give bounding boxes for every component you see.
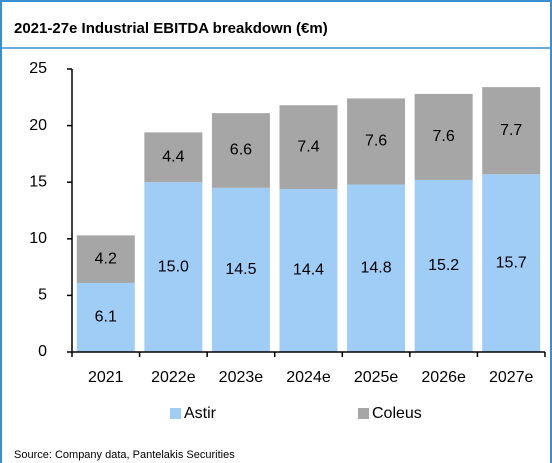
bar-segment xyxy=(347,98,406,185)
source-note: Source: Company data, Pantelakis Securit… xyxy=(14,449,235,461)
data-label: 4.2 xyxy=(95,250,117,267)
data-label: 15.0 xyxy=(158,258,189,275)
y-tick-label: 25 xyxy=(29,60,47,77)
data-label: 14.5 xyxy=(225,261,256,278)
chart-title: 2021-27e Industrial EBITDA breakdown (€m… xyxy=(14,20,328,37)
legend-label: Astir xyxy=(184,405,217,422)
x-tick-label: 2022e xyxy=(151,369,196,386)
legend-swatch xyxy=(358,408,369,419)
legend-swatch xyxy=(170,408,181,419)
data-label: 15.2 xyxy=(428,257,459,274)
data-label: 15.7 xyxy=(496,254,527,271)
bar-segment xyxy=(211,113,270,188)
bar-segment xyxy=(76,282,135,352)
bar-segment xyxy=(482,174,541,352)
bar-segment xyxy=(144,132,203,183)
bar-segment xyxy=(347,184,406,352)
bar-segment xyxy=(279,105,338,189)
x-tick-label: 2023e xyxy=(219,369,264,386)
y-tick-label: 0 xyxy=(38,343,47,360)
data-label: 4.4 xyxy=(162,149,184,166)
x-tick-label: 2026e xyxy=(421,369,466,386)
x-tick-label: 2021 xyxy=(88,369,124,386)
data-label: 14.4 xyxy=(293,262,324,279)
bar-segment xyxy=(482,87,541,175)
x-tick-label: 2025e xyxy=(354,369,399,386)
legend-label: Coleus xyxy=(372,405,422,422)
data-label: 7.6 xyxy=(433,128,455,145)
y-tick-label: 20 xyxy=(29,117,47,134)
y-tick-label: 5 xyxy=(38,287,47,304)
data-label: 7.7 xyxy=(500,122,522,139)
bar-segment xyxy=(279,188,338,352)
bar-segment xyxy=(211,187,270,352)
bar-segment xyxy=(76,235,135,283)
bar-segment xyxy=(414,93,473,180)
data-label: 6.6 xyxy=(230,142,252,159)
x-tick-label: 2024e xyxy=(286,369,331,386)
y-tick-label: 15 xyxy=(29,173,47,190)
bar-segment xyxy=(144,182,203,352)
bar-segment xyxy=(414,179,473,352)
y-tick-label: 10 xyxy=(29,230,47,247)
x-tick-label: 2027e xyxy=(489,369,534,386)
data-label: 6.1 xyxy=(95,309,117,326)
data-label: 7.4 xyxy=(297,138,319,155)
data-label: 7.6 xyxy=(365,133,387,150)
data-label: 14.8 xyxy=(361,259,392,276)
